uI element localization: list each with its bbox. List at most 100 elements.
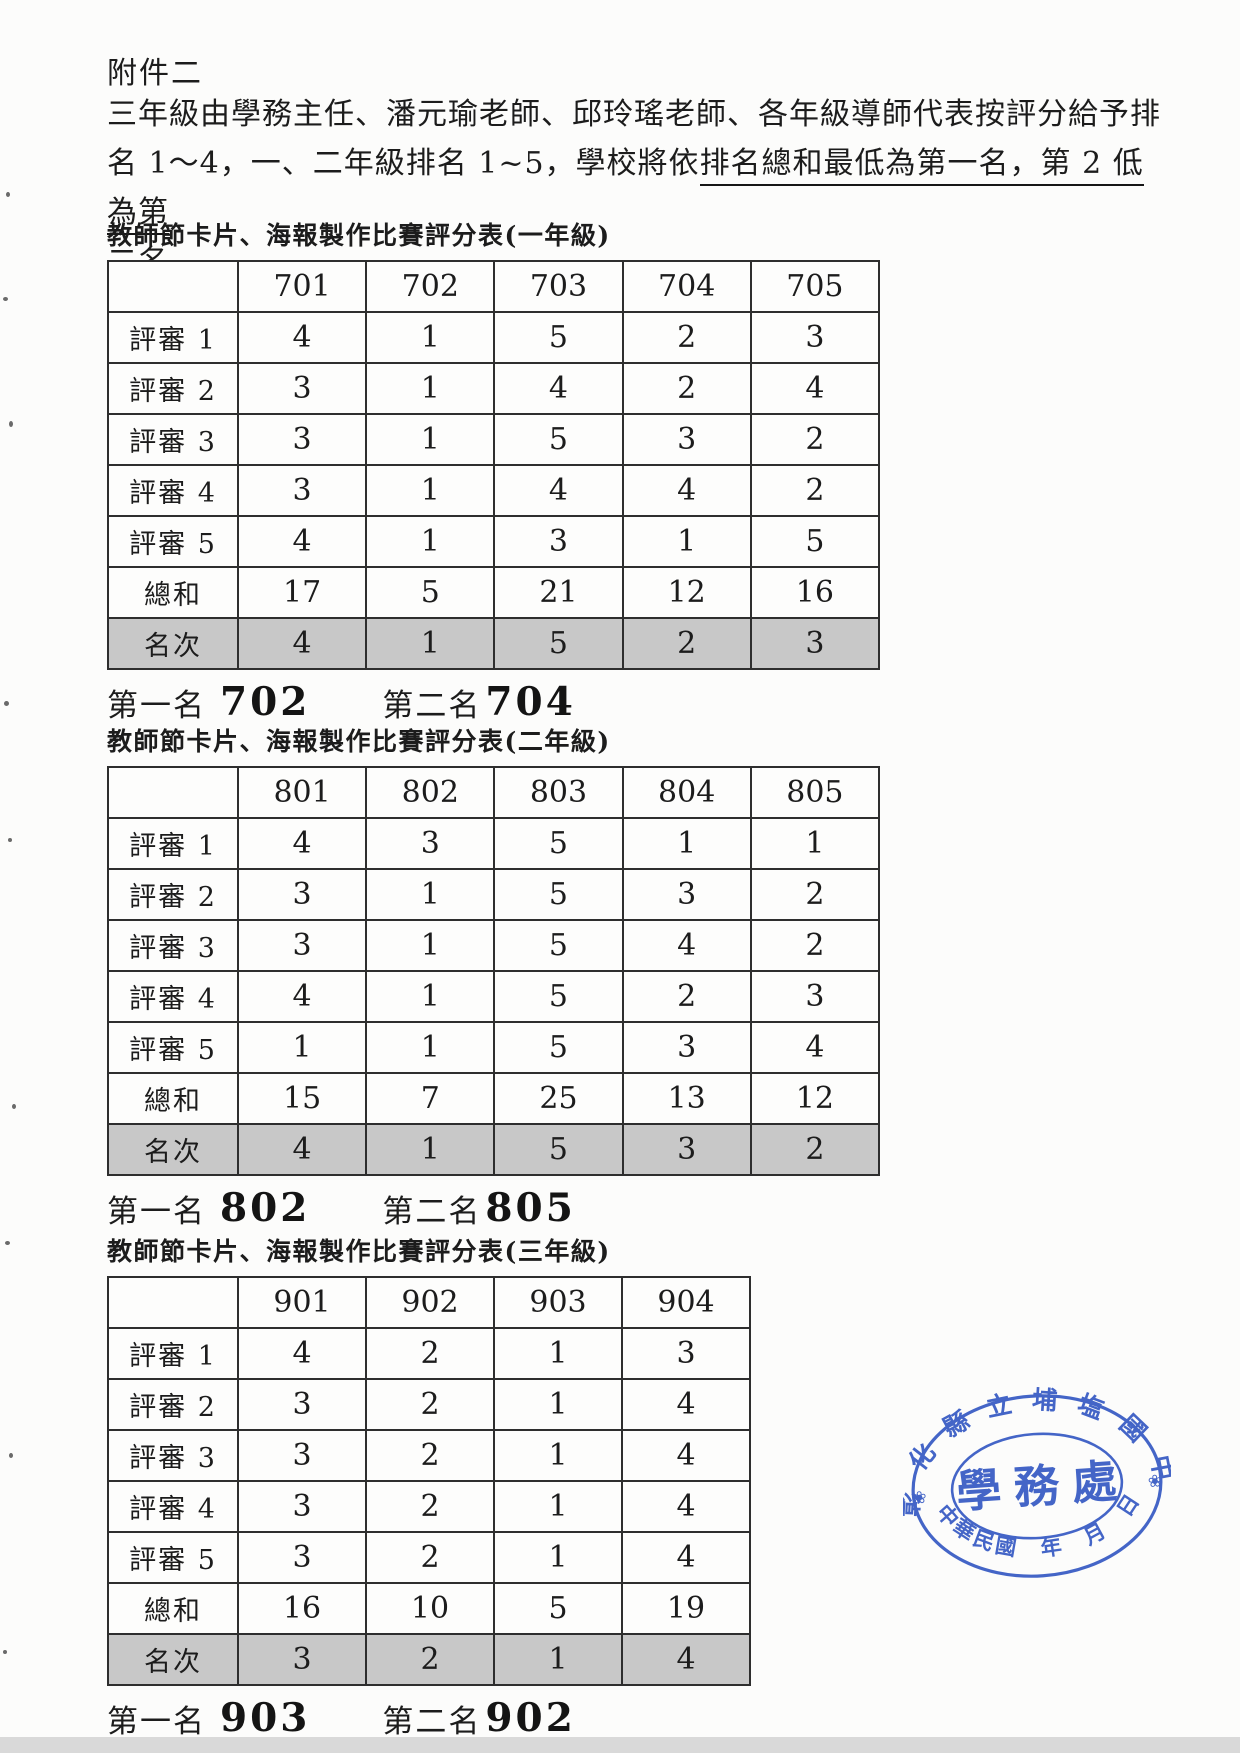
class-header-cell: 704 — [621, 260, 752, 313]
scan-speck — [12, 1104, 16, 1109]
score-cell: 3 — [749, 617, 881, 670]
score-cell: 3 — [621, 868, 752, 921]
class-header-cell: 901 — [237, 1276, 367, 1329]
row-label: 總和 — [107, 1072, 239, 1125]
score-cell: 4 — [493, 464, 624, 517]
score-cell: 4 — [621, 1378, 751, 1431]
intro-line-1: 三年級由學務主任、潘元瑜老師、邱玲瑤老師、各年級導師代表按評分給予排 — [107, 97, 1161, 132]
score-cell: 2 — [749, 868, 881, 921]
score-cell: 16 — [237, 1582, 367, 1635]
score-cell: 5 — [493, 817, 624, 870]
score-cell: 3 — [493, 515, 624, 568]
score-cell: 2 — [621, 617, 752, 670]
score-cell: 2 — [749, 1123, 881, 1176]
row-label: 評審 4 — [107, 1480, 239, 1533]
class-header-cell: 702 — [365, 260, 496, 313]
scan-speck — [6, 192, 10, 197]
score-cell: 4 — [621, 1531, 751, 1584]
table-title: 教師節卡片、海報製作比賽評分表(三年級) — [107, 1237, 611, 1266]
score-cell: 5 — [493, 919, 624, 972]
row-label: 名次 — [107, 1633, 239, 1686]
stamp-center-text: 學務處 — [954, 1454, 1131, 1519]
score-cell: 4 — [236, 817, 368, 870]
score-cell: 5 — [493, 1123, 624, 1176]
row-label: 評審 2 — [107, 1378, 239, 1431]
scan-speck — [3, 1650, 7, 1654]
first-place-label: 第一名 — [107, 1703, 206, 1740]
score-cell: 4 — [236, 617, 368, 670]
header-row: 901 902 903 904 — [107, 1276, 751, 1329]
row-label: 評審 3 — [107, 1429, 239, 1482]
row-label: 總和 — [107, 1582, 239, 1635]
score-cell: 1 — [236, 1021, 368, 1074]
stamp-outer-ring — [911, 1394, 1163, 1578]
result-line: 第一名 903 第二名 902 — [107, 1695, 751, 1741]
score-cell: 1 — [365, 464, 496, 517]
row-label: 評審 5 — [107, 515, 239, 568]
score-cell: 3 — [237, 1633, 367, 1686]
row-label: 評審 3 — [107, 413, 239, 466]
score-cell: 1 — [493, 1531, 623, 1584]
class-header-cell: 805 — [749, 766, 881, 819]
row-label: 名次 — [107, 1123, 239, 1176]
class-header-cell: 904 — [621, 1276, 751, 1329]
class-header-cell: 902 — [365, 1276, 495, 1329]
score-cell: 1 — [493, 1633, 623, 1686]
scan-speck — [3, 297, 8, 301]
second-place-value: 704 — [485, 679, 576, 725]
score-cell: 4 — [236, 515, 368, 568]
row-label: 評審 4 — [107, 464, 239, 517]
score-cell: 4 — [621, 919, 752, 972]
row-label: 評審 2 — [107, 868, 239, 921]
score-cell: 4 — [236, 1123, 368, 1176]
class-header-cell: 804 — [621, 766, 752, 819]
score-cell: 1 — [749, 817, 881, 870]
score-cell: 4 — [621, 1480, 751, 1533]
score-cell: 1 — [621, 817, 752, 870]
score-cell: 5 — [493, 413, 624, 466]
rank-row: 名次 3 2 1 4 — [107, 1633, 751, 1686]
first-place-label: 第一名 — [107, 1193, 206, 1230]
score-cell: 12 — [749, 1072, 881, 1125]
score-cell: 3 — [749, 970, 881, 1023]
table-title: 教師節卡片、海報製作比賽評分表(一年級) — [107, 221, 611, 250]
score-cell: 3 — [621, 1021, 752, 1074]
score-cell: 3 — [237, 1378, 367, 1431]
second-place-label: 第二名 — [382, 1703, 482, 1740]
score-cell: 5 — [365, 566, 496, 619]
score-cell: 13 — [621, 1072, 752, 1125]
score-cell: 3 — [236, 413, 368, 466]
score-cell: 3 — [621, 413, 752, 466]
score-cell: 4 — [236, 970, 368, 1023]
stamp-inner-ring — [950, 1432, 1124, 1540]
score-cell: 7 — [365, 1072, 496, 1125]
score-cell: 2 — [365, 1378, 495, 1431]
score-cell: 4 — [621, 1633, 751, 1686]
score-cell: 4 — [237, 1327, 367, 1380]
score-cell: 1 — [365, 617, 496, 670]
rank-row: 名次 4 1 5 2 3 — [107, 617, 881, 670]
second-place-label: 第二名 — [382, 1193, 482, 1230]
score-cell: 4 — [621, 1429, 751, 1482]
row-label: 評審 1 — [107, 817, 239, 870]
class-header-cell: 803 — [493, 766, 624, 819]
row-label: 評審 2 — [107, 362, 239, 415]
result-line: 第一名 702 第二名 704 — [107, 679, 880, 725]
header-row: 701 702 703 704 705 — [107, 260, 881, 313]
row-label: 評審 3 — [107, 919, 239, 972]
class-header-cell: 903 — [493, 1276, 623, 1329]
result-line: 第一名 802 第二名 805 — [107, 1185, 880, 1231]
score-cell: 2 — [749, 919, 881, 972]
score-cell: 3 — [621, 1327, 751, 1380]
score-cell: 2 — [621, 311, 752, 364]
